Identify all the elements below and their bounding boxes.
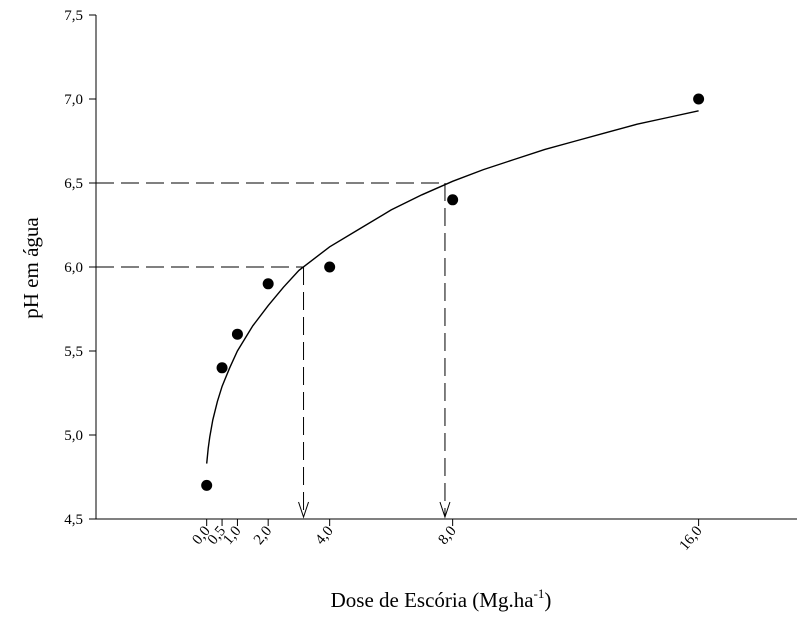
arrow-down-icon	[298, 501, 310, 519]
data-point	[324, 261, 336, 273]
data-points	[201, 93, 705, 491]
x-tick-label: 4,0	[312, 523, 336, 548]
data-point	[231, 328, 243, 340]
y-tick-label: 5,0	[64, 428, 83, 444]
x-tick-label: 16,0	[677, 523, 706, 553]
y-axis-ticks: 4,5 5,0 5,5 6,0 6,5 7,0 7,5	[64, 8, 96, 528]
y-tick-label: 7,0	[64, 92, 83, 108]
y-tick-label: 6,5	[64, 176, 83, 192]
y-tick-label: 7,5	[64, 8, 83, 24]
x-tick-label: 2,0	[251, 523, 275, 548]
x-tick-label: 1,0	[220, 523, 244, 548]
data-point	[216, 362, 228, 374]
x-axis-ticks: 0,00,51,0 2,0 4,0 8,0 16,0	[189, 519, 706, 554]
fit-curve-layer	[206, 110, 699, 464]
data-point	[201, 479, 213, 491]
x-axis-title-superscript: -1	[534, 586, 545, 601]
data-point	[262, 278, 274, 290]
arrow-down-icon	[439, 501, 451, 519]
data-point	[447, 194, 459, 206]
x-tick-label: 8,0	[435, 523, 459, 548]
y-tick-label: 5,5	[64, 344, 83, 360]
y-tick-label: 6,0	[64, 260, 83, 276]
fit-curve	[206, 110, 699, 464]
y-axis-title: pH em água	[19, 217, 43, 319]
x-axis-title: Dose de Escória (Mg.ha-1)	[331, 586, 552, 612]
reference-guides	[96, 182, 451, 519]
data-point	[693, 93, 705, 105]
x-axis-title-main: Dose de Escória (Mg.ha	[331, 588, 535, 612]
x-axis-title-close: )	[544, 588, 551, 612]
y-tick-label: 4,5	[64, 512, 83, 528]
